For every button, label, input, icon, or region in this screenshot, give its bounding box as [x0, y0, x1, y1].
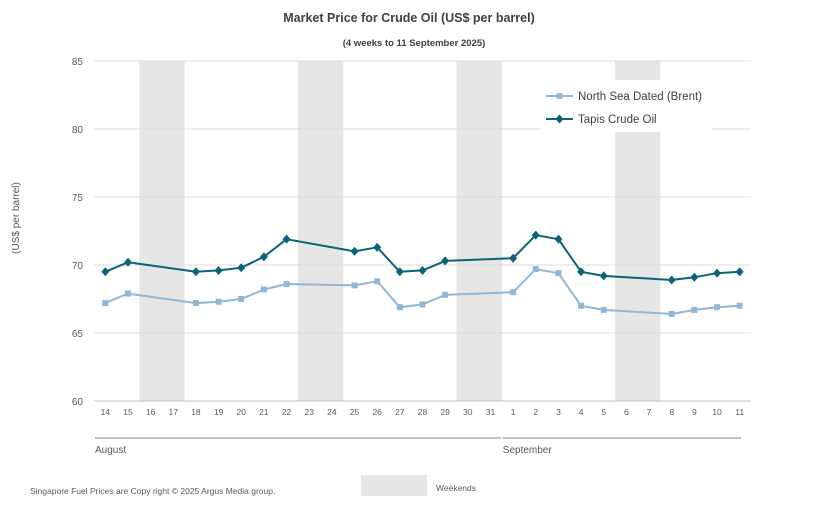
data-point	[396, 304, 403, 311]
x-tick-label: 8	[669, 407, 674, 417]
data-point	[667, 275, 676, 285]
x-tick-label: 31	[486, 407, 496, 417]
weekend-legend-label: Weekends	[436, 483, 476, 493]
data-point	[373, 242, 382, 252]
data-point	[351, 282, 358, 289]
x-tick-label: 16	[146, 407, 156, 417]
data-point	[395, 267, 404, 277]
data-point	[238, 296, 245, 302]
data-point	[282, 234, 291, 244]
x-tick-label: 24	[327, 407, 337, 417]
series	[101, 230, 744, 317]
data-point	[554, 234, 563, 244]
month-label: September	[503, 445, 553, 456]
data-point	[691, 306, 698, 313]
data-point	[102, 300, 109, 307]
y-tick-label: 60	[72, 397, 84, 408]
data-point	[736, 302, 743, 309]
x-tick-label: 2	[533, 407, 538, 417]
x-tick-label: 29	[440, 407, 450, 417]
data-point	[124, 290, 131, 297]
data-point	[191, 267, 200, 277]
x-tick-label: 9	[692, 407, 697, 417]
data-point	[555, 270, 562, 277]
x-tick-label: 14	[101, 407, 111, 417]
x-tick-label: 3	[556, 407, 561, 417]
copyright-note: Singapore Fuel Prices are Copy right © 2…	[30, 486, 275, 496]
data-point	[215, 298, 222, 305]
footer: Singapore Fuel Prices are Copy right © 2…	[30, 475, 476, 496]
legend: North Sea Dated (Brent) Tapis Crude Oil	[540, 80, 712, 132]
chart-title: Market Price for Crude Oil (US$ per barr…	[283, 11, 534, 25]
x-tick-label: 20	[237, 407, 247, 417]
data-point	[350, 246, 359, 256]
weekend-band-1	[139, 61, 185, 401]
y-tick-label: 80	[72, 125, 84, 136]
x-tick-label: 27	[395, 407, 405, 417]
x-tick-label: 5	[601, 407, 606, 417]
y-tick-label: 65	[72, 329, 84, 340]
legend-marker-2	[555, 114, 564, 124]
data-point	[510, 289, 517, 296]
data-point	[713, 268, 722, 278]
data-point	[418, 265, 427, 275]
x-tick-label: 6	[624, 407, 629, 417]
y-tick-label: 75	[72, 193, 84, 204]
x-tick-label: 15	[123, 407, 133, 417]
x-tick-label: 17	[169, 407, 179, 417]
x-tick-label: 22	[282, 407, 292, 417]
legend-label-1: North Sea Dated (Brent)	[578, 91, 702, 103]
weekend-band-3	[456, 61, 502, 401]
y-axis-label: (US$ per barrel)	[11, 182, 22, 254]
x-tick-label: 18	[191, 407, 201, 417]
x-tick-label: 1	[511, 407, 516, 417]
chart-subtitle: (4 weeks to 11 September 2025)	[343, 38, 486, 49]
x-tick-label: 30	[463, 407, 473, 417]
data-point	[599, 271, 608, 281]
x-tick-label: 25	[350, 407, 360, 417]
legend-box	[540, 80, 712, 132]
data-point	[419, 301, 426, 308]
data-point	[214, 265, 223, 275]
x-tick-label: 21	[259, 407, 269, 417]
data-point	[101, 267, 110, 277]
weekend-band-2	[297, 61, 344, 401]
data-point	[441, 256, 450, 266]
data-point	[690, 272, 699, 282]
data-point	[260, 286, 267, 293]
legend-label-2: Tapis Crude Oil	[578, 114, 657, 126]
data-point	[577, 267, 586, 277]
data-point	[735, 267, 744, 277]
data-point	[237, 263, 246, 273]
data-point	[509, 253, 518, 263]
month-label: August	[95, 445, 126, 456]
x-tick-label: 19	[214, 407, 224, 417]
x-tick-label: 4	[579, 407, 584, 417]
data-point	[283, 281, 290, 288]
data-point	[123, 257, 132, 267]
x-tick-label: 7	[647, 407, 652, 417]
data-point	[374, 278, 381, 285]
x-tick-label: 23	[304, 407, 314, 417]
data-point	[578, 302, 585, 309]
data-point	[532, 266, 539, 273]
x-tick-label: 11	[735, 407, 744, 417]
x-tick-label: 10	[712, 407, 722, 417]
weekend-legend-swatch	[361, 475, 427, 496]
x-tick-label: 28	[418, 407, 428, 417]
data-point	[714, 304, 721, 311]
y-tick-label: 70	[72, 261, 84, 272]
data-point	[600, 306, 607, 313]
data-point	[668, 310, 675, 317]
data-point	[442, 291, 449, 298]
data-point	[259, 252, 268, 262]
y-tick-label: 85	[72, 57, 84, 68]
data-point	[192, 300, 199, 307]
legend-marker-1	[556, 93, 563, 99]
gridlines	[94, 60, 751, 334]
x-tick-label: 26	[372, 407, 382, 417]
data-point	[531, 230, 540, 240]
